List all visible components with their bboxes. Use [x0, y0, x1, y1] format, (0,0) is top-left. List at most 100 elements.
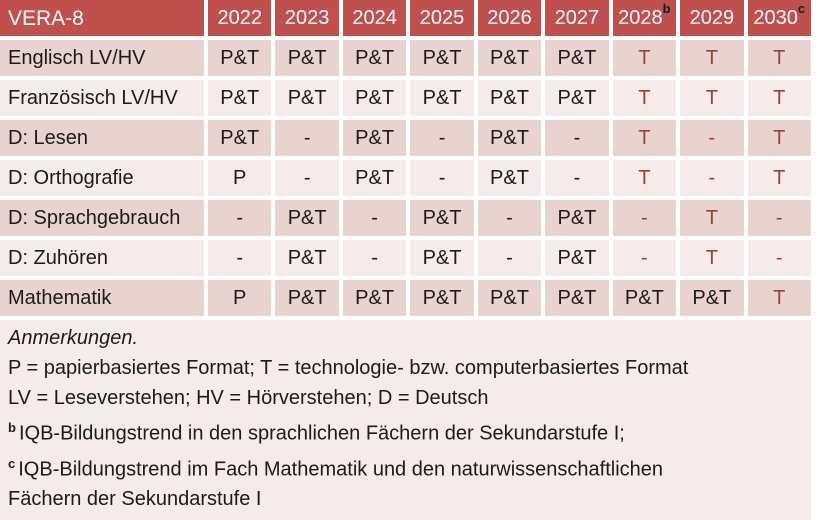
year-label: 2025: [419, 7, 465, 29]
note-c-text-line1: IQB-Bildungstrend im Fach Mathematik und…: [18, 458, 663, 481]
table-cell: P&T: [477, 160, 542, 196]
table-cell: P&T: [410, 80, 474, 116]
table-cell: T: [680, 40, 744, 76]
table-cell: P&T: [477, 80, 542, 116]
table-cell: -: [612, 200, 677, 236]
table-cell: P&T: [275, 80, 339, 116]
table-cell: P&T: [545, 40, 609, 76]
table-cell: -: [410, 120, 474, 156]
row-label: Mathematik: [0, 280, 204, 316]
table-cell: -: [545, 160, 609, 196]
table-cell: P&T: [275, 240, 339, 276]
vera8-schedule-table: VERA-8 2022 2023 2024 2025 2026 2027 2028 b 2029 2…: [0, 0, 811, 316]
table-title: VERA-8: [0, 0, 204, 36]
table-cell: -: [747, 200, 811, 236]
table-cell: T: [747, 160, 811, 196]
table-cell: P&T: [477, 280, 542, 316]
year-header: 2029: [680, 0, 744, 36]
note-b-text: IQB-Bildungstrend in den sprachlichen Fä…: [18, 422, 625, 445]
table-cell: -: [680, 120, 744, 156]
table-cell: T: [612, 160, 677, 196]
table-cell: -: [612, 240, 677, 276]
table-cell: P: [208, 160, 272, 196]
table-cell: -: [410, 160, 474, 196]
table-cell: P&T: [545, 240, 609, 276]
note-b: b IQB-Bildungstrend in den sprachlichen F…: [8, 413, 801, 449]
table-cell: P&T: [612, 280, 677, 316]
year-header: 2022: [208, 0, 272, 36]
year-header: 2025: [410, 0, 474, 36]
year-label: 2030: [753, 7, 798, 29]
table-cell: -: [747, 240, 811, 276]
notes-heading: Anmerkungen.: [8, 327, 139, 349]
table-cell: T: [680, 200, 744, 236]
year-header: 2026: [477, 0, 542, 36]
year-label: 2027: [554, 7, 600, 29]
table-cell: T: [747, 40, 811, 76]
table-cell: P&T: [208, 120, 272, 156]
year-header: 2027: [545, 0, 609, 36]
table-cell: -: [342, 240, 407, 276]
table-cell: T: [612, 80, 677, 116]
table-cell: -: [342, 200, 407, 236]
table-cell: P&T: [545, 280, 609, 316]
table-notes: Anmerkungen. P = papierbasiertes Format;…: [0, 320, 811, 520]
note-abbreviation-legend: LV = Leseverstehen; HV = Hörverstehen; D…: [8, 387, 489, 409]
table-cell: P&T: [342, 160, 407, 196]
table-cell: P&T: [410, 280, 474, 316]
table-cell: P&T: [477, 40, 542, 76]
table-cell: T: [612, 40, 677, 76]
table-cell: -: [680, 160, 744, 196]
table-cell: P&T: [342, 120, 407, 156]
note-format-legend: P = papierbasiertes Format; T = technolo…: [8, 357, 689, 379]
table-cell: P&T: [680, 280, 744, 316]
year-label: 2022: [217, 7, 262, 29]
year-superscript: b: [662, 1, 671, 16]
note-c: c IQB-Bildungstrend im Fach Mathematik un…: [8, 449, 801, 485]
table-cell: -: [477, 240, 542, 276]
table-cell: P&T: [275, 40, 339, 76]
table-cell: -: [275, 160, 339, 196]
table-cell: P&T: [545, 80, 609, 116]
table-cell: T: [747, 120, 811, 156]
row-label: D: Lesen: [0, 120, 204, 156]
note-b-marker: b: [8, 420, 16, 435]
table-cell: P: [208, 280, 272, 316]
table-cell: P&T: [410, 40, 474, 76]
year-label: 2029: [689, 7, 735, 29]
table-cell: T: [747, 80, 811, 116]
table-cell: P&T: [342, 280, 407, 316]
table-cell: P&T: [275, 200, 339, 236]
year-label: 2024: [352, 7, 397, 29]
note-c-continued: Fächern der Sekundarstufe I: [8, 488, 262, 511]
row-label: D: Zuhören: [0, 240, 204, 276]
table-cell: P&T: [208, 80, 272, 116]
row-label: Französisch LV/HV: [0, 80, 204, 116]
year-label: 2026: [487, 7, 532, 29]
table-cell: -: [208, 240, 272, 276]
year-superscript: c: [797, 1, 806, 16]
table-cell: T: [680, 240, 744, 276]
table-cell: -: [275, 120, 339, 156]
table-cell: T: [680, 80, 744, 116]
table-cell: T: [612, 120, 677, 156]
note-c-marker: c: [8, 455, 16, 471]
table-cell: P&T: [342, 40, 407, 76]
year-header: 2024: [342, 0, 407, 36]
table-cell: P&T: [275, 280, 339, 316]
row-label: D: Orthografie: [0, 160, 204, 196]
table-cell: -: [545, 120, 609, 156]
table-cell: P&T: [410, 200, 474, 236]
table-cell: P&T: [342, 80, 407, 116]
year-label: 2023: [284, 7, 330, 29]
table-cell: P&T: [208, 40, 272, 76]
year-header: 2030 c: [747, 0, 811, 36]
table-cell: P&T: [545, 200, 609, 236]
year-label: 2028: [618, 7, 663, 29]
row-label: D: Sprachgebrauch: [0, 200, 204, 236]
year-header: 2023: [275, 0, 339, 36]
table-cell: P&T: [477, 120, 542, 156]
table-cell: P&T: [410, 240, 474, 276]
table-cell: T: [747, 280, 811, 316]
